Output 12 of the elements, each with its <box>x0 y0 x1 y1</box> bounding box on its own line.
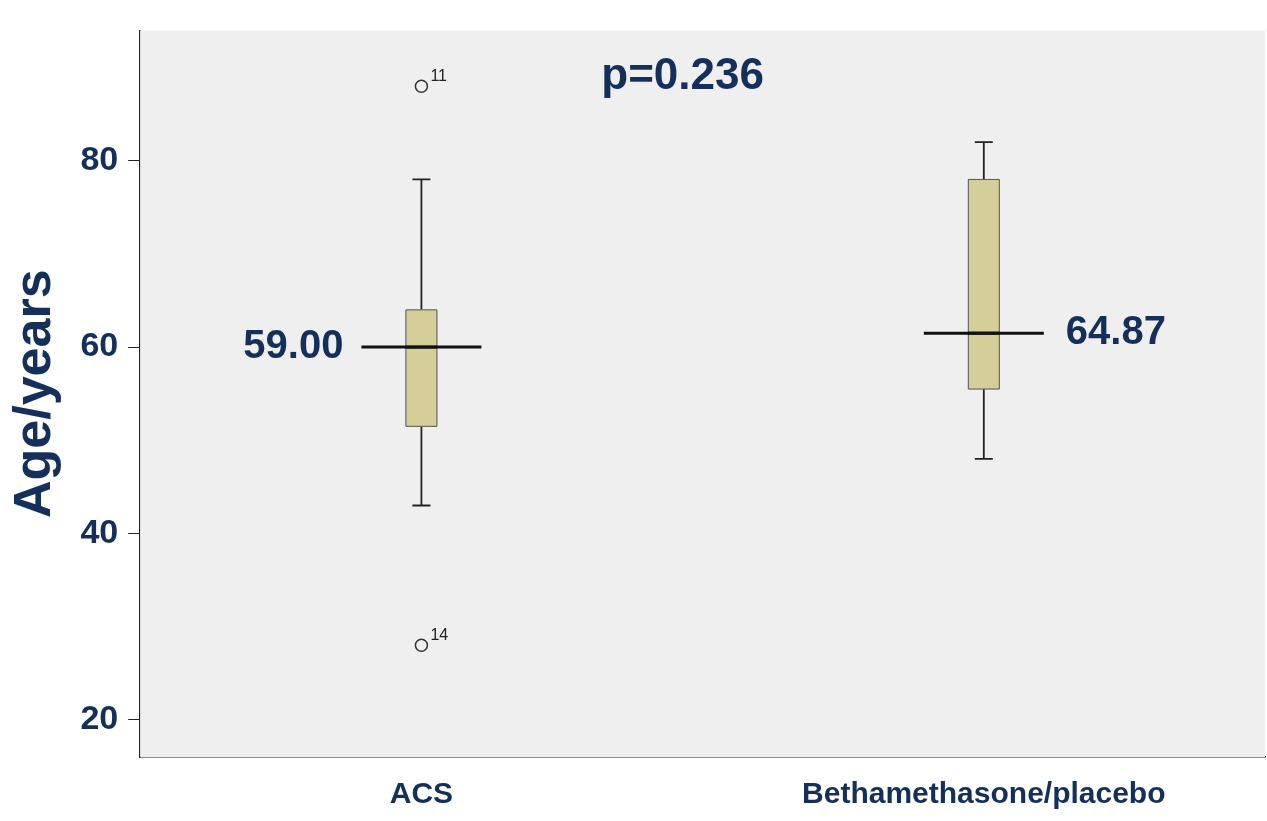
annotation: 14 <box>430 625 449 643</box>
y-tick-label: 40 <box>80 511 119 550</box>
annotation: 11 <box>430 66 448 84</box>
annotation: 64.87 <box>1065 308 1166 353</box>
annotation: 59.00 <box>243 322 344 367</box>
y-axis-title: Age/years <box>2 269 61 518</box>
x-tick-label: ACS <box>389 776 454 810</box>
y-tick-label: 60 <box>80 325 119 364</box>
y-tick-label: 20 <box>80 698 119 737</box>
x-tick-label: Bethamethasone/placebo <box>802 776 1166 810</box>
annotation: p=0.236 <box>601 48 764 98</box>
y-tick-label: 80 <box>80 139 119 178</box>
